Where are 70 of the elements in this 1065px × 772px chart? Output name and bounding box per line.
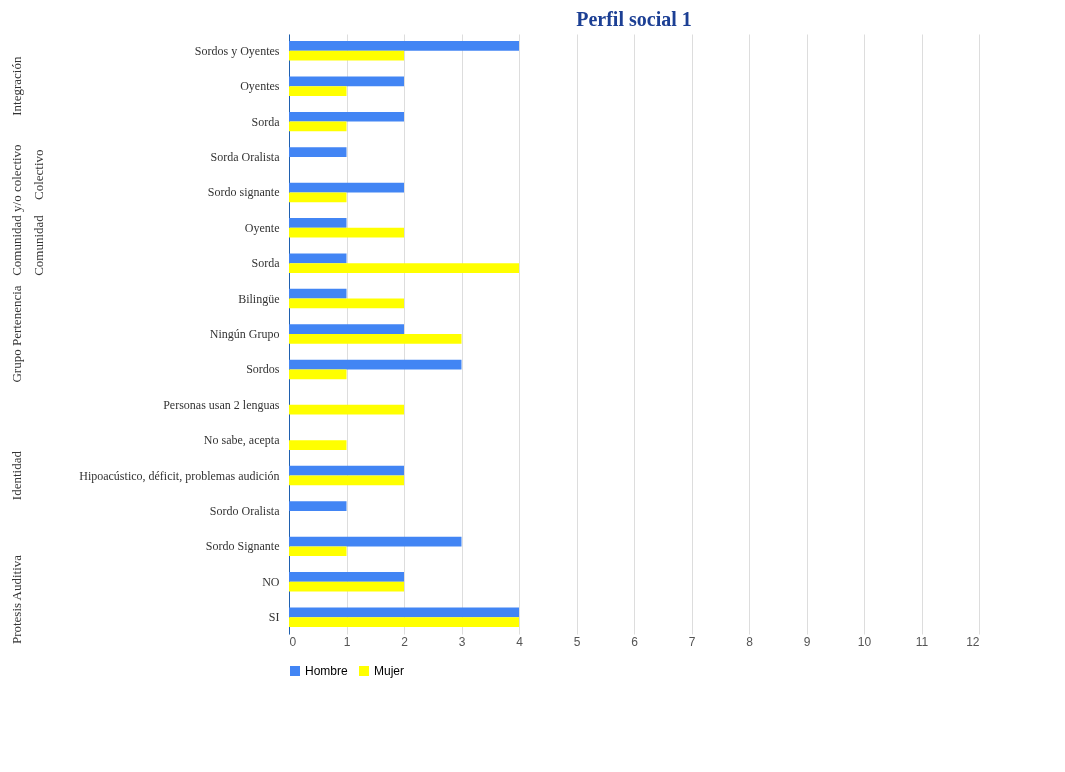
text: Integración bbox=[9, 56, 24, 116]
text: Grupo Pertenencia bbox=[9, 285, 24, 383]
x-tick-label: 3 bbox=[458, 634, 466, 649]
x-tick-label: 7 bbox=[688, 634, 696, 649]
y-tick-label: Hipoacústico, déficit, problemas audición bbox=[79, 468, 280, 483]
chart-title: Perfil social 1 bbox=[576, 8, 692, 30]
bar bbox=[289, 147, 347, 158]
y-tick-label: Bilingüe bbox=[238, 291, 280, 306]
x-tick-label: 5 bbox=[573, 634, 581, 649]
text: Comunidad y/o colectivo bbox=[9, 144, 24, 276]
bar bbox=[289, 369, 347, 380]
bar bbox=[289, 218, 347, 228]
bar bbox=[289, 192, 347, 203]
x-tick-label: 2 bbox=[401, 634, 409, 649]
bar bbox=[289, 536, 462, 547]
y-tick-label: NO bbox=[262, 574, 280, 589]
bar bbox=[289, 263, 519, 273]
bar bbox=[289, 475, 404, 486]
legend-label: Mujer bbox=[374, 664, 405, 678]
bar bbox=[289, 227, 404, 238]
y-tick-label: No sabe, acepta bbox=[203, 433, 281, 448]
bar bbox=[289, 359, 462, 370]
y-tick-label: Sordos y Oyentes bbox=[194, 43, 280, 58]
y-tick-label: Ningún Grupo bbox=[209, 327, 280, 341]
text: Identidad bbox=[9, 450, 24, 501]
bar bbox=[289, 288, 347, 299]
bar bbox=[289, 607, 519, 618]
y-tick-label: Sorda bbox=[251, 256, 281, 271]
bar bbox=[289, 546, 347, 557]
y-tick-label: Sordos bbox=[246, 362, 280, 377]
bar bbox=[289, 501, 347, 511]
bar bbox=[289, 182, 404, 193]
bar bbox=[289, 465, 404, 476]
bar bbox=[289, 324, 404, 334]
bar bbox=[289, 111, 404, 122]
y-tick-label: Sorda Oralista bbox=[210, 150, 281, 165]
bar bbox=[289, 121, 347, 132]
x-tick-label: 1 bbox=[343, 634, 351, 649]
y-tick-label: Oyente bbox=[244, 220, 280, 235]
y-tick-label: Personas usan 2 lenguas bbox=[163, 397, 280, 412]
y-tick-label: Oyentes bbox=[240, 79, 280, 94]
bar bbox=[289, 86, 347, 96]
text: Comunidad bbox=[31, 214, 46, 276]
bar bbox=[289, 253, 347, 264]
legend-label: Hombre bbox=[305, 664, 349, 678]
bar bbox=[289, 617, 519, 627]
x-tick-label: 6 bbox=[631, 634, 639, 649]
bar bbox=[289, 298, 404, 309]
bar bbox=[289, 440, 347, 450]
text: Protesis Auditiva bbox=[9, 554, 24, 645]
bar bbox=[289, 334, 462, 344]
bar bbox=[289, 41, 519, 51]
y-tick-label: Sordo signante bbox=[207, 185, 280, 200]
bar bbox=[289, 572, 404, 582]
x-tick-label: 0 bbox=[289, 634, 297, 649]
x-tick-label: 10 bbox=[857, 634, 872, 649]
text: Colectivo bbox=[31, 149, 46, 200]
y-tick-label: Sorda bbox=[251, 114, 281, 129]
y-tick-label: Sordo Signante bbox=[205, 539, 280, 554]
bar bbox=[289, 76, 404, 87]
x-tick-label: 11 bbox=[915, 634, 929, 649]
x-tick-label: 12 bbox=[966, 634, 980, 649]
x-tick-label: 9 bbox=[803, 634, 811, 649]
x-tick-label: 4 bbox=[516, 634, 524, 649]
y-tick-label: SI bbox=[268, 610, 280, 625]
bar bbox=[289, 581, 404, 592]
bar bbox=[289, 404, 404, 415]
x-tick-label: 8 bbox=[746, 634, 754, 649]
y-tick-label: Sordo Oralista bbox=[209, 503, 281, 518]
bar bbox=[289, 50, 404, 61]
